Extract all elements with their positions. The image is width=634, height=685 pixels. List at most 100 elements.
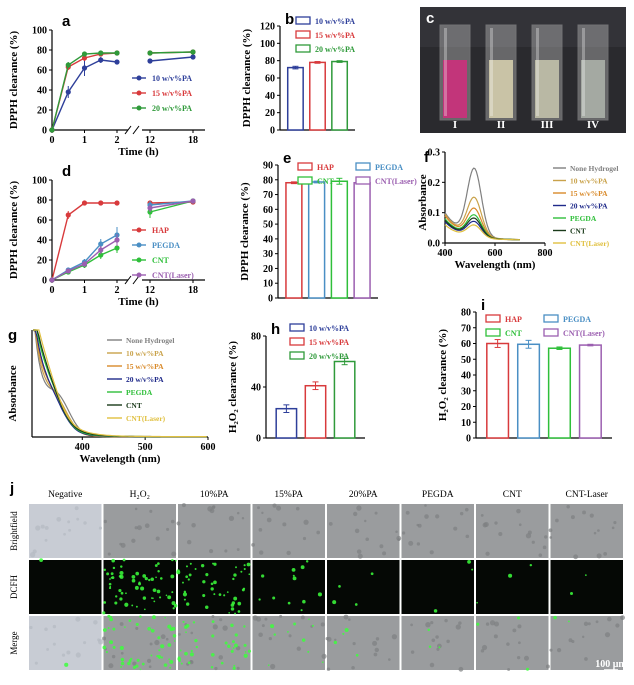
- panel-d-ytick-label: 80: [37, 196, 47, 207]
- dcfh-signal: [171, 591, 174, 594]
- dcfh-signal: [158, 649, 161, 652]
- cell-texture: [146, 658, 152, 663]
- cell-texture: [288, 634, 292, 638]
- micrograph-tile: [103, 616, 176, 670]
- data-point: [147, 50, 153, 56]
- dcfh-signal: [150, 654, 153, 657]
- cell-texture: [257, 506, 260, 510]
- cell-texture: [343, 614, 349, 620]
- dcfh-signal: [261, 574, 265, 578]
- cell-texture: [46, 648, 50, 651]
- micrograph-tile: [327, 560, 400, 614]
- micrograph-tile: [550, 560, 623, 614]
- legend-label-f: 15 w/v%PA: [570, 189, 608, 198]
- panel-a-xtick-label: 12: [145, 135, 155, 146]
- dcfh-signal: [247, 649, 252, 653]
- dcfh-signal: [119, 570, 124, 576]
- cell-texture: [181, 503, 186, 508]
- cell-texture: [410, 650, 415, 654]
- cell-texture: [148, 665, 152, 669]
- panel-e-ytick-label: 10: [263, 279, 273, 290]
- vial-liquid: [535, 60, 559, 118]
- dcfh-signal: [103, 568, 106, 572]
- cell-texture: [102, 636, 107, 641]
- micrograph-tile: [476, 560, 549, 614]
- bar-i-3: [578, 344, 602, 439]
- cell-texture: [144, 523, 150, 529]
- panel-letter-j: j: [9, 480, 14, 497]
- vial-glare: [490, 28, 493, 116]
- cell-texture: [607, 616, 612, 622]
- panel-letter-i: i: [481, 297, 485, 314]
- legend-swatch: [289, 351, 305, 360]
- cell-texture: [170, 519, 175, 524]
- data-point: [114, 200, 120, 206]
- cell-texture: [111, 654, 116, 659]
- vial-glare: [444, 28, 447, 116]
- cell-texture: [379, 544, 384, 549]
- scale-bar-label: 100 μm: [595, 659, 627, 670]
- cell-texture: [251, 542, 255, 547]
- axis-break: [124, 275, 140, 285]
- dcfh-signal: [157, 570, 160, 573]
- dcfh-signal: [134, 585, 139, 590]
- dcfh-signal: [168, 658, 171, 661]
- vial-glare: [582, 28, 585, 116]
- panel-a-ytick-label: 40: [37, 86, 47, 97]
- data-point: [65, 212, 71, 218]
- dcfh-signal: [240, 570, 243, 573]
- dcfh-signal: [230, 607, 235, 611]
- column-header: 20%PA: [349, 490, 378, 500]
- cell-texture: [316, 530, 321, 535]
- data-point: [81, 65, 88, 71]
- dcfh-signal: [125, 592, 127, 595]
- dcfh-signal: [124, 602, 129, 607]
- dcfh-signal: [158, 656, 161, 659]
- legend-label-i: CNT(Laser): [563, 329, 605, 338]
- legend-label-f: None Hydrogel: [570, 164, 618, 173]
- legend-label-e: PEGDA: [375, 163, 403, 172]
- cell-texture: [589, 513, 594, 518]
- cell-texture: [93, 620, 98, 625]
- dcfh-signal: [176, 570, 181, 575]
- dcfh-signal: [370, 572, 374, 576]
- dcfh-signal: [211, 634, 215, 638]
- dcfh-signal: [184, 651, 188, 656]
- cell-texture: [444, 618, 448, 623]
- dcfh-signal: [138, 582, 142, 586]
- cell-texture: [131, 538, 136, 543]
- cell-texture: [571, 639, 575, 644]
- cell-texture: [353, 511, 358, 517]
- legend-marker: [136, 227, 142, 233]
- legend-marker: [136, 257, 142, 263]
- dcfh-signal: [173, 640, 176, 642]
- vial-label: IV: [587, 119, 599, 131]
- dcfh-signal: [292, 576, 297, 581]
- cell-texture: [397, 538, 401, 542]
- cell-texture: [429, 550, 434, 555]
- cell-texture: [97, 639, 104, 645]
- cell-texture: [328, 522, 333, 526]
- cell-texture: [236, 548, 240, 551]
- dcfh-signal: [131, 575, 136, 579]
- legend-label-a: 20 w/v%PA: [152, 104, 192, 113]
- panel-a-ylabel: DPPH clearance (%): [8, 30, 20, 129]
- dcfh-signal: [553, 615, 557, 620]
- dcfh-signal: [438, 646, 441, 649]
- dcfh-signal: [258, 598, 261, 601]
- cell-texture: [259, 550, 264, 555]
- cell-texture: [171, 551, 177, 557]
- cell-texture: [325, 636, 329, 641]
- dcfh-signal: [107, 614, 111, 618]
- cell-texture: [224, 549, 228, 553]
- dcfh-signal: [232, 666, 236, 670]
- panel-e-ytick-label: 60: [263, 205, 273, 216]
- bar-b-2: [331, 60, 349, 131]
- panel-i-ytick-label: 60: [461, 339, 471, 350]
- dcfh-signal: [227, 644, 231, 648]
- cell-texture: [44, 627, 48, 632]
- dcfh-signal: [237, 610, 241, 613]
- dcfh-signal: [112, 566, 116, 570]
- legend-label-h: 10 w/v%PA: [309, 324, 349, 333]
- spectrum-g-0: [32, 329, 207, 438]
